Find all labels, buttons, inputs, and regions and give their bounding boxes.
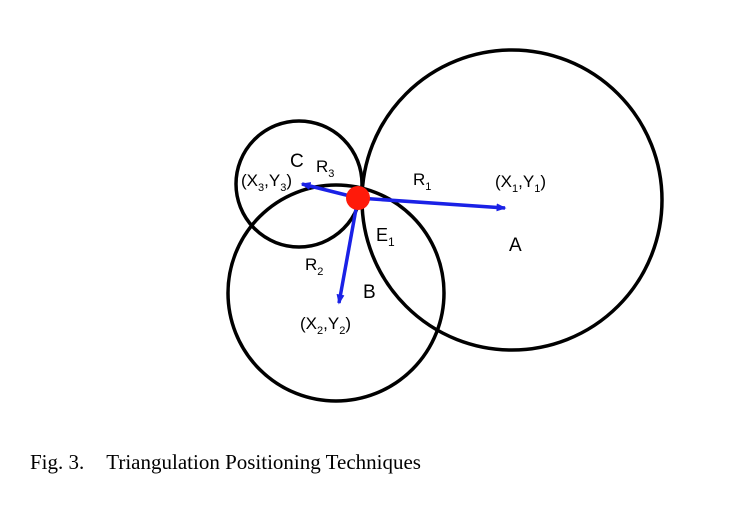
figure-number: Fig. 3. [30,450,85,474]
label-e1-base: E [376,225,388,245]
label-e1: E1 [376,225,395,249]
label-b: B [363,282,376,303]
label-r1-sub: 1 [425,181,431,193]
vector-r1 [357,196,507,212]
label-r3-base: R [316,157,328,176]
coord-p1-y: Y [523,172,534,191]
estimate-point [346,186,370,210]
circle-c [234,119,364,249]
label-r3: R3 [316,157,334,180]
coord-p3-y-sub: 3 [280,182,286,194]
label-c: C [290,151,304,172]
label-r2-sub: 2 [317,266,323,278]
coord-p1-x-sub: 1 [512,183,518,195]
vector-r2 [336,197,360,305]
label-r3-sub: 3 [328,168,334,180]
label-r2-base: R [305,255,317,274]
coord-p3-x: X [247,171,258,190]
coord-p2-x: X [306,314,317,333]
label-a: A [509,235,522,256]
figure-caption-text: Triangulation Positioning Techniques [106,450,421,474]
label-r2: R2 [305,255,323,278]
figure-caption: Fig. 3. Triangulation Positioning Techniq… [30,450,421,475]
coord-p3-y: Y [269,171,280,190]
coord-p3: (X3,Y3) [241,171,292,194]
coord-p1: (X1,Y1) [495,172,546,195]
label-e1-sub: 1 [388,235,395,249]
coord-p2-y-sub: 2 [339,325,345,337]
coord-p2-y: Y [328,314,339,333]
coord-p2: (X2,Y2) [300,314,351,337]
coord-p1-x: X [501,172,512,191]
coord-p1-y-sub: 1 [534,183,540,195]
coord-p3-x-sub: 3 [258,182,264,194]
label-r1-base: R [413,170,425,189]
label-r1: R1 [413,170,431,193]
circle-b [226,183,446,403]
coord-p2-x-sub: 2 [317,325,323,337]
